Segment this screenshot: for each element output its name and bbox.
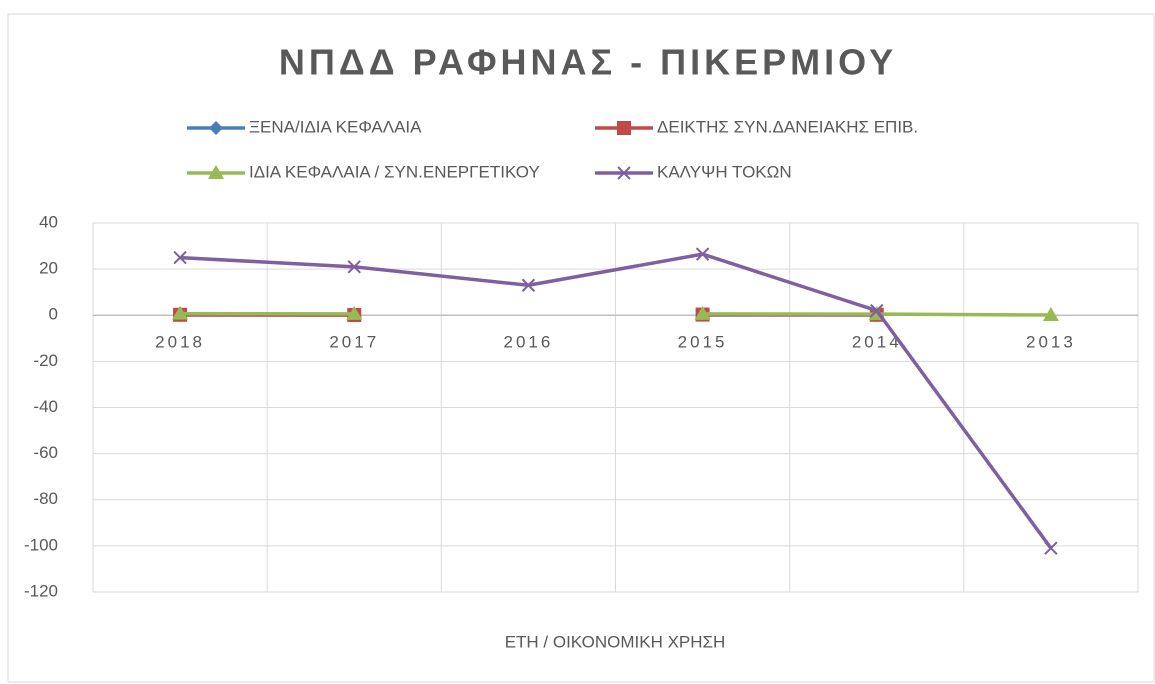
y-tick-label: 0 — [49, 305, 58, 324]
x-tick-label: 2013 — [1026, 333, 1076, 352]
marker — [521, 278, 536, 292]
y-tick-label: -20 — [33, 351, 58, 370]
y-tick-label: 40 — [39, 212, 58, 231]
y-tick-label: -60 — [33, 443, 58, 462]
y-tick-label: -100 — [24, 535, 58, 554]
marker — [695, 247, 710, 261]
series-line — [179, 252, 1053, 550]
chart-frame — [7, 13, 1155, 683]
y-tick-label: -40 — [33, 397, 58, 416]
y-tick-label: -120 — [24, 581, 58, 600]
x-axis-title: ΕΤΗ / ΟΙΚΟΝΟΜΙΚΗ ΧΡΗΣΗ — [505, 632, 726, 651]
legend-label: ΙΔΙΑ ΚΕΦΑΛΑΙΑ / ΣΥΝ.ΕΝΕΡΓΕΤΙΚΟΥ — [249, 162, 540, 181]
marker — [209, 121, 223, 135]
x-tick-label: 2017 — [329, 333, 379, 352]
marker — [346, 305, 363, 320]
legend-label: ΞΕΝΑ/ΙΔΙΑ ΚΕΦΑΛΑΙΑ — [249, 117, 422, 136]
marker — [617, 166, 631, 180]
marker — [173, 250, 187, 265]
legend-label: ΚΑΛΥΨΗ ΤΟΚΩΝ — [657, 162, 792, 181]
marker — [172, 305, 189, 320]
marker — [694, 305, 711, 320]
y-tick-label: 20 — [39, 259, 58, 278]
marker — [870, 303, 884, 318]
marker — [347, 260, 361, 274]
legend-label: ΔΕΙΚΤΗΣ ΣΥΝ.ΔΑΝΕΙΑΚΗΣ ΕΠΙΒ. — [657, 117, 918, 136]
x-tick-label: 2014 — [852, 333, 902, 352]
chart-title: ΝΠΔΔ ΡΑΦΗΝΑΣ - ΠΙΚΕΡΜΙΟΥ — [279, 42, 897, 83]
marker — [1042, 307, 1059, 322]
x-tick-label: 2018 — [155, 333, 205, 352]
marker — [1044, 541, 1058, 555]
marker — [617, 121, 631, 135]
x-tick-label: 2015 — [678, 333, 728, 352]
y-tick-label: -80 — [33, 489, 58, 508]
marker — [208, 165, 224, 179]
x-tick-label: 2016 — [504, 333, 554, 352]
